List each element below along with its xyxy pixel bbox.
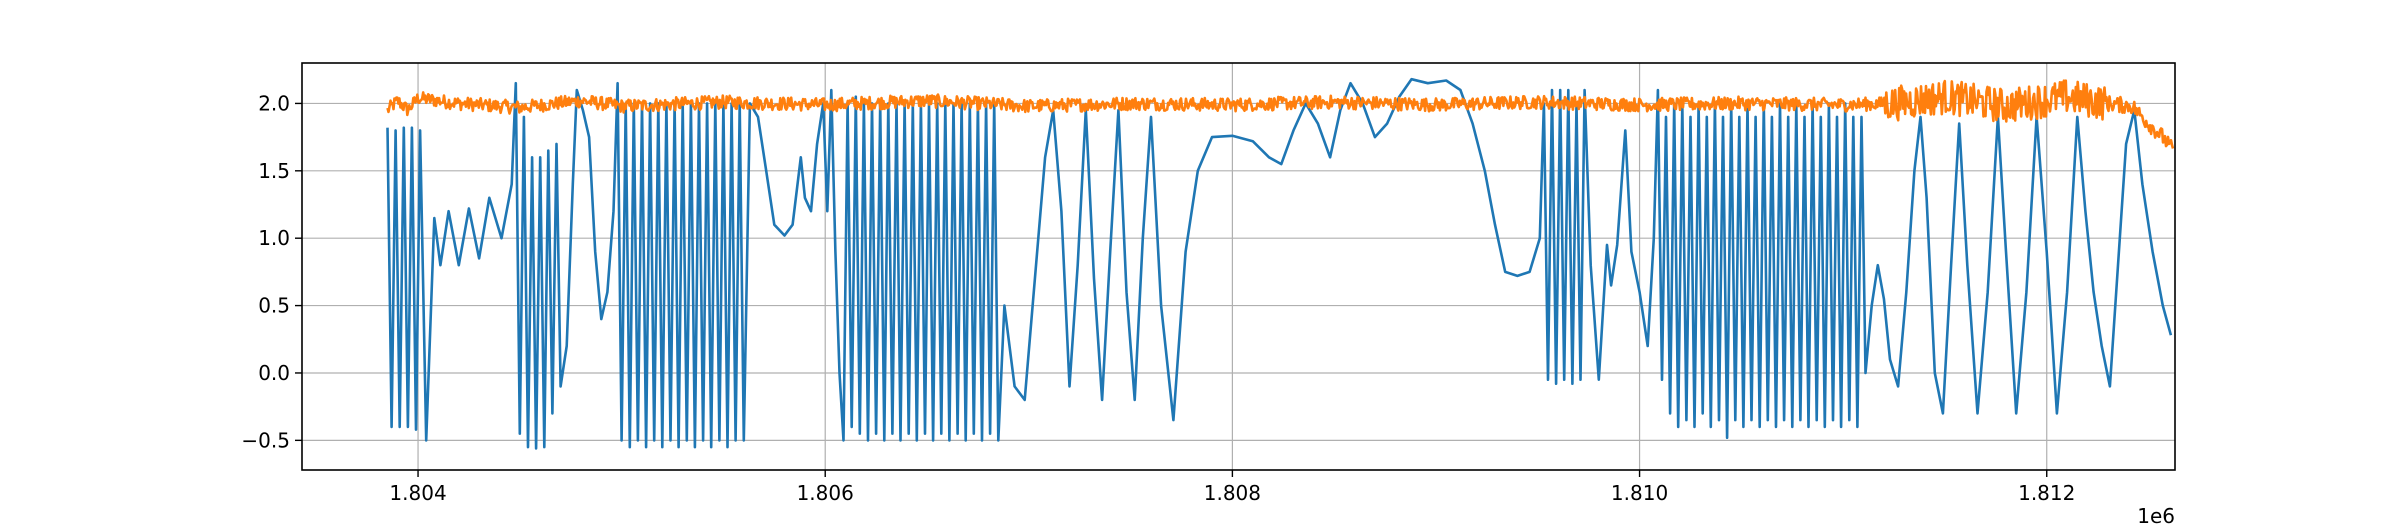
y-tick-label: 0.0 (258, 361, 290, 385)
series-2-line (386, 79, 2175, 149)
y-tick-label: 2.0 (258, 91, 290, 115)
x-tick-label: 1.808 (1204, 481, 1261, 505)
x-tick-label: 1.806 (797, 481, 854, 505)
y-tick-label: 1.0 (258, 226, 290, 250)
x-axis-offset-label: 1e6 (2137, 504, 2175, 525)
data-series (386, 77, 2175, 450)
y-tick-label: 0.5 (258, 294, 290, 318)
y-tick-label: −0.5 (241, 428, 290, 452)
x-tick-label: 1.810 (1611, 481, 1668, 505)
axes: 1.804 1.806 1.808 1.810 1.812 −0.5 0.0 0.5 1.0 1.… (241, 62, 2176, 505)
x-tick-label: 1.804 (389, 481, 446, 505)
series-1-line (386, 77, 2173, 450)
y-tick-label: 1.5 (258, 159, 290, 183)
x-tick-label: 1.812 (2018, 481, 2075, 505)
axes-frame (301, 62, 2176, 471)
